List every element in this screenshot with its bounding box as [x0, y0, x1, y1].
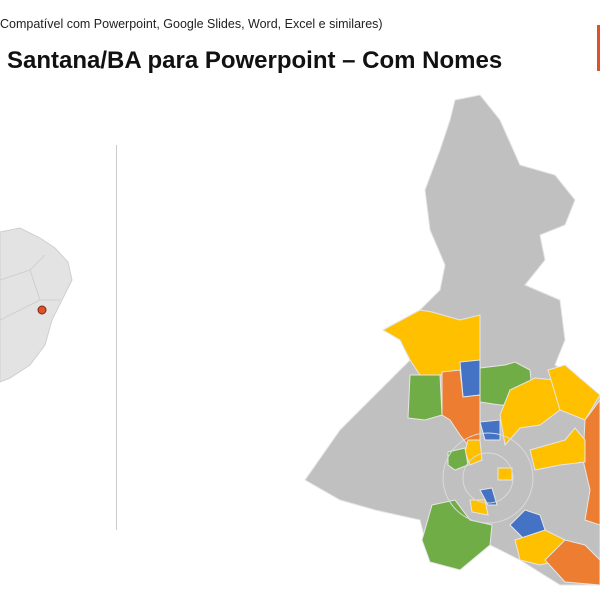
accent-bar — [597, 25, 600, 71]
brazil-state-borders — [0, 254, 60, 321]
brazil-locator-map — [0, 227, 73, 383]
region-green-3 — [447, 447, 469, 471]
region-blue-1 — [459, 359, 481, 398]
city-ring-outer — [442, 432, 534, 524]
region-orange-se — [544, 539, 600, 586]
region-yellow-6 — [497, 467, 513, 481]
page-title: Santana/BA para Powerpoint – Com Nomes — [7, 47, 503, 74]
region-yellow-2 — [499, 377, 561, 447]
santana-map — [304, 94, 600, 586]
region-yellow-4 — [529, 427, 586, 471]
region-yellow-3 — [547, 364, 600, 421]
location-marker — [37, 305, 47, 315]
region-yellow-7 — [469, 499, 489, 516]
brazil-shape — [0, 227, 73, 383]
region-green-sw — [421, 499, 493, 571]
divider — [116, 145, 117, 530]
region-green-1 — [407, 374, 443, 421]
city-ring-inner — [462, 452, 514, 504]
region-blue-2 — [479, 419, 501, 441]
subtitle: Compatível com Powerpoint, Google Slides… — [0, 17, 383, 31]
